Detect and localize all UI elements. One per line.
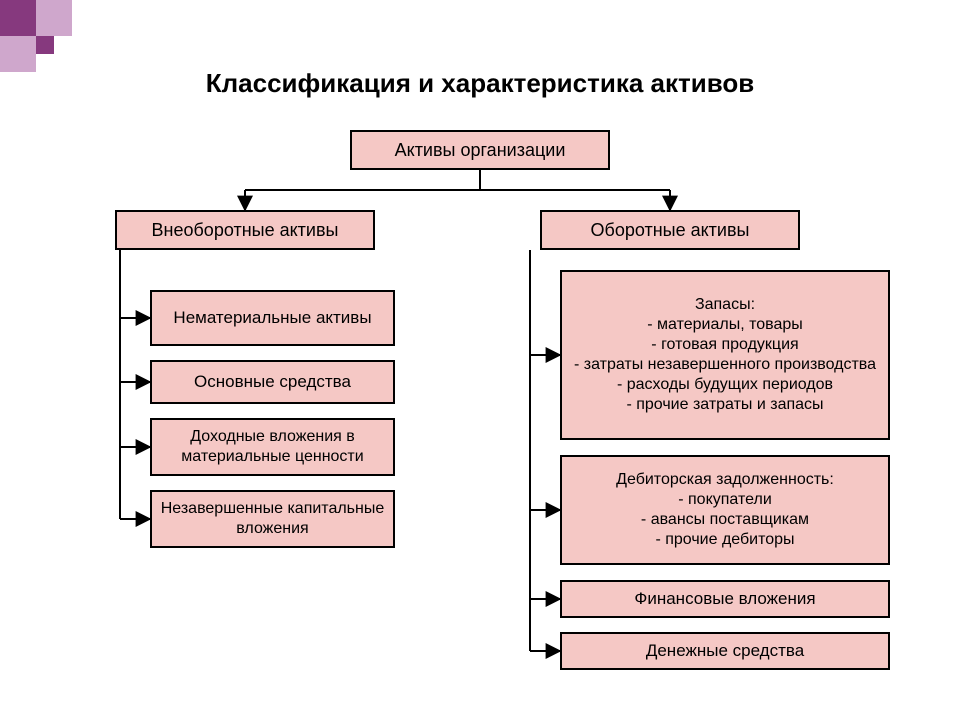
node-r4: Денежные средства <box>560 632 890 670</box>
node-r3: Финансовые вложения <box>560 580 890 618</box>
node-label: Внеоборотные активы <box>152 219 339 242</box>
deco-square <box>0 36 36 72</box>
node-label: Активы организации <box>395 139 566 162</box>
node-label: Запасы: - материалы, товары - готовая пр… <box>574 295 876 415</box>
node-label: Дебиторская задолженность: - покупатели … <box>616 470 834 550</box>
node-label: Оборотные активы <box>591 219 750 242</box>
node-l4: Незавершенные капитальные вложения <box>150 490 395 548</box>
node-label: Незавершенные капитальные вложения <box>160 499 385 539</box>
deco-square <box>0 0 36 36</box>
node-l1: Нематериальные активы <box>150 290 395 346</box>
slide-root: Классификация и характеристика активов А… <box>0 0 960 720</box>
slide-title: Классификация и характеристика активов <box>0 68 960 99</box>
node-right: Оборотные активы <box>540 210 800 250</box>
node-label: Финансовые вложения <box>634 588 815 609</box>
deco-square <box>36 36 54 54</box>
deco-square <box>36 0 72 36</box>
node-label: Денежные средства <box>646 640 804 661</box>
node-label: Основные средства <box>194 371 351 392</box>
node-l3: Доходные вложения в материальные ценност… <box>150 418 395 476</box>
node-l2: Основные средства <box>150 360 395 404</box>
node-left: Внеоборотные активы <box>115 210 375 250</box>
node-root: Активы организации <box>350 130 610 170</box>
node-r1: Запасы: - материалы, товары - готовая пр… <box>560 270 890 440</box>
node-label: Нематериальные активы <box>173 307 371 328</box>
node-label: Доходные вложения в материальные ценност… <box>160 427 385 467</box>
node-r2: Дебиторская задолженность: - покупатели … <box>560 455 890 565</box>
